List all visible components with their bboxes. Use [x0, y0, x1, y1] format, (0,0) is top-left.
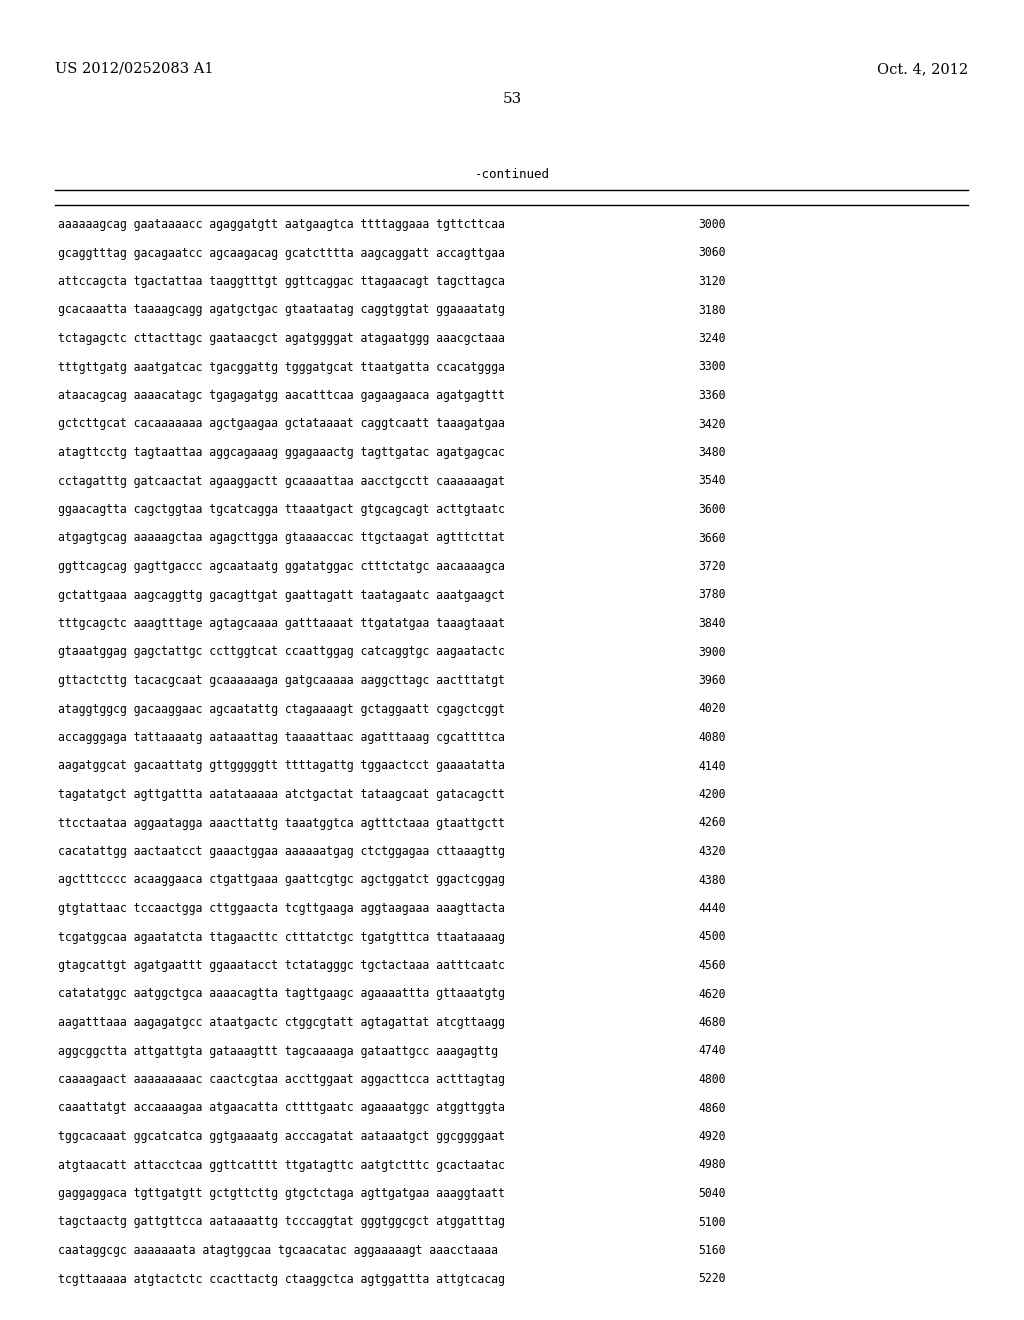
Text: 5160: 5160 [698, 1243, 725, 1257]
Text: atgagtgcag aaaaagctaa agagcttgga gtaaaaccac ttgctaagat agtttcttat: atgagtgcag aaaaagctaa agagcttgga gtaaaac… [58, 532, 505, 544]
Text: 4140: 4140 [698, 759, 725, 772]
Text: 3720: 3720 [698, 560, 725, 573]
Text: 3060: 3060 [698, 247, 725, 260]
Text: gctattgaaa aagcaggttg gacagttgat gaattagatt taatagaatc aaatgaagct: gctattgaaa aagcaggttg gacagttgat gaattag… [58, 589, 505, 602]
Text: 3960: 3960 [698, 675, 725, 686]
Text: 4080: 4080 [698, 731, 725, 744]
Text: ataggtggcg gacaaggaac agcaatattg ctagaaaagt gctaggaatt cgagctcggt: ataggtggcg gacaaggaac agcaatattg ctagaaa… [58, 702, 505, 715]
Text: tagctaactg gattgttcca aataaaattg tcccaggtat gggtggcgct atggatttag: tagctaactg gattgttcca aataaaattg tcccagg… [58, 1216, 505, 1229]
Text: tctagagctc cttacttagc gaataacgct agatggggat atagaatggg aaacgctaaa: tctagagctc cttacttagc gaataacgct agatggg… [58, 333, 505, 345]
Text: gcacaaatta taaaagcagg agatgctgac gtaataatag caggtggtat ggaaaatatg: gcacaaatta taaaagcagg agatgctgac gtaataa… [58, 304, 505, 317]
Text: cacatattgg aactaatcct gaaactggaa aaaaaatgag ctctggagaa cttaaagttg: cacatattgg aactaatcct gaaactggaa aaaaaat… [58, 845, 505, 858]
Text: 4620: 4620 [698, 987, 725, 1001]
Text: cctagatttg gatcaactat agaaggactt gcaaaattaa aacctgcctt caaaaaagat: cctagatttg gatcaactat agaaggactt gcaaaat… [58, 474, 505, 487]
Text: 4020: 4020 [698, 702, 725, 715]
Text: 3660: 3660 [698, 532, 725, 544]
Text: gtaaatggag gagctattgc ccttggtcat ccaattggag catcaggtgc aagaatactc: gtaaatggag gagctattgc ccttggtcat ccaattg… [58, 645, 505, 659]
Text: 4380: 4380 [698, 874, 725, 887]
Text: tcgatggcaa agaatatcta ttagaacttc ctttatctgc tgatgtttca ttaataaaag: tcgatggcaa agaatatcta ttagaacttc ctttatc… [58, 931, 505, 944]
Text: 4980: 4980 [698, 1159, 725, 1172]
Text: caaattatgt accaaaagaa atgaacatta cttttgaatc agaaaatggc atggttggta: caaattatgt accaaaagaa atgaacatta cttttga… [58, 1101, 505, 1114]
Text: attccagcta tgactattaa taaggtttgt ggttcaggac ttagaacagt tagcttagca: attccagcta tgactattaa taaggtttgt ggttcag… [58, 275, 505, 288]
Text: 3600: 3600 [698, 503, 725, 516]
Text: tcgttaaaaa atgtactctc ccacttactg ctaaggctca agtggattta attgtcacag: tcgttaaaaa atgtactctc ccacttactg ctaaggc… [58, 1272, 505, 1286]
Text: agctttcccc acaaggaaca ctgattgaaa gaattcgtgc agctggatct ggactcggag: agctttcccc acaaggaaca ctgattgaaa gaattcg… [58, 874, 505, 887]
Text: ggaacagtta cagctggtaa tgcatcagga ttaaatgact gtgcagcagt acttgtaatc: ggaacagtta cagctggtaa tgcatcagga ttaaatg… [58, 503, 505, 516]
Text: tttgttgatg aaatgatcac tgacggattg tgggatgcat ttaatgatta ccacatggga: tttgttgatg aaatgatcac tgacggattg tgggatg… [58, 360, 505, 374]
Text: tagatatgct agttgattta aatataaaaa atctgactat tataagcaat gatacagctt: tagatatgct agttgattta aatataaaaa atctgac… [58, 788, 505, 801]
Text: 3840: 3840 [698, 616, 725, 630]
Text: ttcctaataa aggaatagga aaacttattg taaatggtca agtttctaaa gtaattgctt: ttcctaataa aggaatagga aaacttattg taaatgg… [58, 817, 505, 829]
Text: 3780: 3780 [698, 589, 725, 602]
Text: 4320: 4320 [698, 845, 725, 858]
Text: tttgcagctc aaagtttage agtagcaaaa gatttaaaat ttgatatgaa taaagtaaat: tttgcagctc aaagtttage agtagcaaaa gatttaa… [58, 616, 505, 630]
Text: gtgtattaac tccaactgga cttggaacta tcgttgaaga aggtaagaaa aaagttacta: gtgtattaac tccaactgga cttggaacta tcgttga… [58, 902, 505, 915]
Text: gctcttgcat cacaaaaaaa agctgaagaa gctataaaat caggtcaatt taaagatgaa: gctcttgcat cacaaaaaaa agctgaagaa gctataa… [58, 417, 505, 430]
Text: 3900: 3900 [698, 645, 725, 659]
Text: 4740: 4740 [698, 1044, 725, 1057]
Text: 5220: 5220 [698, 1272, 725, 1286]
Text: 3480: 3480 [698, 446, 725, 459]
Text: aagatggcat gacaattatg gttgggggtt ttttagattg tggaactcct gaaaatatta: aagatggcat gacaattatg gttgggggtt ttttaga… [58, 759, 505, 772]
Text: 3240: 3240 [698, 333, 725, 345]
Text: 53: 53 [503, 92, 521, 106]
Text: ataacagcag aaaacatagc tgagagatgg aacatttcaa gagaagaaca agatgagttt: ataacagcag aaaacatagc tgagagatgg aacattt… [58, 389, 505, 403]
Text: -continued: -continued [474, 168, 550, 181]
Text: 5100: 5100 [698, 1216, 725, 1229]
Text: accagggaga tattaaaatg aataaattag taaaattaac agatttaaag cgcattttca: accagggaga tattaaaatg aataaattag taaaatt… [58, 731, 505, 744]
Text: atagttcctg tagtaattaa aggcagaaag ggagaaactg tagttgatac agatgagcac: atagttcctg tagtaattaa aggcagaaag ggagaaa… [58, 446, 505, 459]
Text: 4680: 4680 [698, 1016, 725, 1030]
Text: 3000: 3000 [698, 218, 725, 231]
Text: aggcggctta attgattgta gataaagttt tagcaaaaga gataattgcc aaagagttg: aggcggctta attgattgta gataaagttt tagcaaa… [58, 1044, 498, 1057]
Text: gtagcattgt agatgaattt ggaaatacct tctatagggc tgctactaaa aatttcaatc: gtagcattgt agatgaattt ggaaatacct tctatag… [58, 960, 505, 972]
Text: gcaggtttag gacagaatcc agcaagacag gcatctttta aagcaggatt accagttgaa: gcaggtttag gacagaatcc agcaagacag gcatctt… [58, 247, 505, 260]
Text: 4440: 4440 [698, 902, 725, 915]
Text: gaggaggaca tgttgatgtt gctgttcttg gtgctctaga agttgatgaa aaaggtaatt: gaggaggaca tgttgatgtt gctgttcttg gtgctct… [58, 1187, 505, 1200]
Text: 3300: 3300 [698, 360, 725, 374]
Text: 4500: 4500 [698, 931, 725, 944]
Text: 4800: 4800 [698, 1073, 725, 1086]
Text: 3120: 3120 [698, 275, 725, 288]
Text: 4560: 4560 [698, 960, 725, 972]
Text: 4260: 4260 [698, 817, 725, 829]
Text: aagatttaaa aagagatgcc ataatgactc ctggcgtatt agtagattat atcgttaagg: aagatttaaa aagagatgcc ataatgactc ctggcgt… [58, 1016, 505, 1030]
Text: 4920: 4920 [698, 1130, 725, 1143]
Text: atgtaacatt attacctcaa ggttcatttt ttgatagttc aatgtctttc gcactaatac: atgtaacatt attacctcaa ggttcatttt ttgatag… [58, 1159, 505, 1172]
Text: Oct. 4, 2012: Oct. 4, 2012 [877, 62, 968, 77]
Text: catatatggc aatggctgca aaaacagtta tagttgaagc agaaaattta gttaaatgtg: catatatggc aatggctgca aaaacagtta tagttga… [58, 987, 505, 1001]
Text: gttactcttg tacacgcaat gcaaaaaaga gatgcaaaaa aaggcttagc aactttatgt: gttactcttg tacacgcaat gcaaaaaaga gatgcaa… [58, 675, 505, 686]
Text: 3420: 3420 [698, 417, 725, 430]
Text: US 2012/0252083 A1: US 2012/0252083 A1 [55, 62, 213, 77]
Text: tggcacaaat ggcatcatca ggtgaaaatg acccagatat aataaatgct ggcggggaat: tggcacaaat ggcatcatca ggtgaaaatg acccaga… [58, 1130, 505, 1143]
Text: 5040: 5040 [698, 1187, 725, 1200]
Text: 3360: 3360 [698, 389, 725, 403]
Text: 4200: 4200 [698, 788, 725, 801]
Text: 3180: 3180 [698, 304, 725, 317]
Text: aaaaaagcag gaataaaacc agaggatgtt aatgaagtca ttttaggaaa tgttcttcaa: aaaaaagcag gaataaaacc agaggatgtt aatgaag… [58, 218, 505, 231]
Text: 4860: 4860 [698, 1101, 725, 1114]
Text: ggttcagcag gagttgaccc agcaataatg ggatatggac ctttctatgc aacaaaagca: ggttcagcag gagttgaccc agcaataatg ggatatg… [58, 560, 505, 573]
Text: caataggcgc aaaaaaata atagtggcaa tgcaacatac aggaaaaagt aaacctaaaa: caataggcgc aaaaaaata atagtggcaa tgcaacat… [58, 1243, 498, 1257]
Text: caaaagaact aaaaaaaaac caactcgtaa accttggaat aggacttcca actttagtag: caaaagaact aaaaaaaaac caactcgtaa accttgg… [58, 1073, 505, 1086]
Text: 3540: 3540 [698, 474, 725, 487]
